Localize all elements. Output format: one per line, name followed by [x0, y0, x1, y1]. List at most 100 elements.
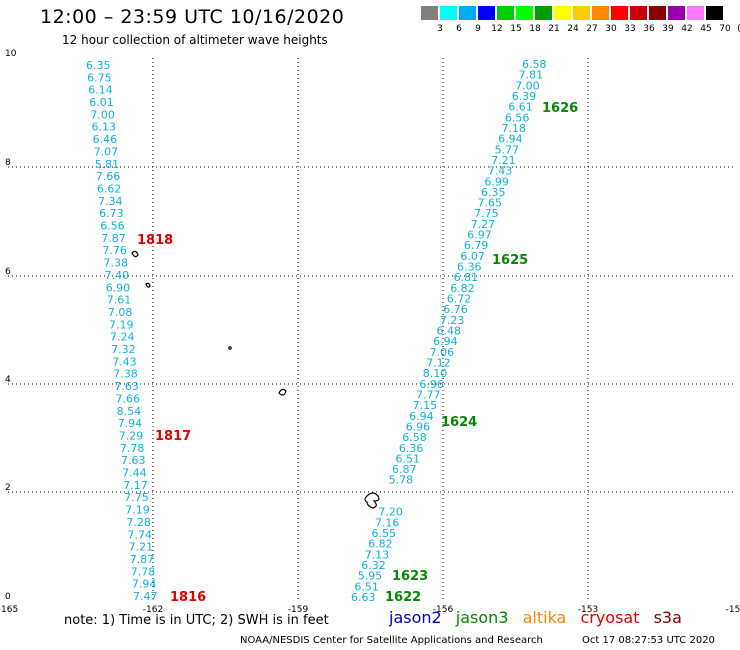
wave-height-value: 7.78 [120, 442, 144, 455]
legend-tick: 27 [586, 24, 598, 34]
legend-swatch [706, 6, 723, 20]
legend-tick: 6 [456, 24, 462, 34]
legend-swatch [687, 6, 704, 20]
legend-tick: 70 [719, 24, 731, 34]
wave-height-value: 7.40 [105, 269, 130, 282]
wave-height-value: 6.36 [399, 442, 424, 455]
wave-height-value: 6.63 [351, 591, 376, 604]
x-tick-label: -15 [726, 605, 740, 615]
wave-height-value: 7.43 [488, 165, 513, 178]
wave-height-value: 6.82 [450, 282, 475, 295]
wave-height-value: 7.15 [413, 399, 438, 412]
wave-height-value: 7.38 [113, 368, 138, 381]
wave-height-value: 7.65 [478, 197, 503, 210]
wave-height-value: 6.51 [396, 452, 421, 465]
wave-height-value: 6.01 [89, 96, 114, 109]
wave-height-value: 7.63 [121, 454, 146, 467]
wave-height-value: 6.61 [508, 101, 533, 114]
wave-height-value: 6.87 [392, 463, 417, 476]
y-tick-label: 0 [5, 592, 11, 602]
wave-height-value: 6.96 [419, 378, 444, 391]
wave-height-value: 6.94 [498, 133, 522, 146]
legend-tick: 42 [681, 24, 693, 34]
wave-height-value: 6.39 [512, 90, 537, 103]
wave-height-value: 7.38 [104, 257, 129, 270]
y-tick-label: 2 [5, 483, 11, 493]
legend-tick: 39 [662, 24, 674, 34]
credit-line: NOAA/NESDIS Center for Satellite Applica… [240, 635, 543, 646]
y-tick-label: 6 [5, 267, 11, 277]
wave-height-value: 7.87 [130, 553, 155, 566]
wave-height-value: 7.75 [124, 491, 149, 504]
wave-height-value: 6.76 [443, 303, 468, 316]
legend-swatch [611, 6, 628, 20]
wave-height-value: 6.55 [372, 527, 397, 540]
wave-height-value: 7.21 [129, 541, 154, 554]
island-outlines [131, 250, 380, 509]
y-tick-label: 10 [5, 49, 17, 59]
legend-tick: 12 [491, 24, 503, 34]
wave-height-value: 7.24 [110, 331, 135, 344]
wave-height-value: 7.16 [375, 516, 400, 529]
left-track-values: 6.356.756.146.017.006.136.467.075.817.66… [86, 59, 158, 603]
wave-height-value: 7.13 [365, 548, 390, 561]
wave-height-value: 6.46 [93, 133, 118, 146]
legend-swatch [459, 6, 476, 20]
wave-height-value: 6.81 [454, 271, 479, 284]
island-outline [278, 388, 287, 396]
wave-height-value: 7.63 [114, 380, 138, 393]
sat-jason3: jason3 [455, 608, 509, 627]
wave-height-value: 6.14 [88, 84, 113, 97]
wave-height-value: 7.08 [108, 306, 132, 319]
wave-height-value: 7.12 [426, 357, 451, 370]
y-tick-label: 8 [5, 158, 11, 168]
x-tick-label: -162 [143, 605, 163, 615]
wave-height-value: 6.48 [437, 325, 462, 338]
wave-height-value: 6.35 [86, 59, 111, 72]
wave-height-value: 7.07 [94, 145, 119, 158]
wave-height-value: 7.23 [440, 314, 465, 327]
legend-swatch [630, 6, 647, 20]
legend-tick: 24 [567, 24, 579, 34]
legend-tick: 15 [510, 24, 522, 34]
wave-height-value: 6.56 [505, 111, 530, 124]
wave-height-value: 7.78 [131, 565, 156, 578]
wave-height-value: 6.94 [433, 335, 458, 348]
wave-height-value: 6.07 [460, 250, 485, 263]
x-tick-label: -153 [578, 605, 598, 615]
legend-swatch [668, 6, 685, 20]
wave-height-value: 7.00 [515, 79, 540, 92]
wave-height-value: 6.35 [481, 186, 506, 199]
island-outline [228, 346, 232, 350]
legend-swatch [440, 6, 457, 20]
island-outline [145, 282, 151, 288]
wave-height-value: 7.21 [491, 154, 516, 167]
map-subtitle: 12 hour collection of altimeter wave hei… [62, 33, 328, 47]
wave-height-value: 6.94 [409, 410, 434, 423]
pass-number-label: 1622 [385, 590, 421, 605]
wave-height-value: 8.54 [117, 405, 142, 418]
wave-height-value: 7.20 [378, 506, 403, 519]
wave-height-value: 7.87 [101, 232, 126, 245]
legend-tick: 45 [700, 24, 712, 34]
legend-swatch [592, 6, 609, 20]
wave-height-value: 8.10 [423, 367, 448, 380]
legend-swatch [554, 6, 571, 20]
wave-height-value: 7.18 [502, 122, 527, 135]
pass-labels: 1626 1625 1624 1623 1622 1818 1817 1816 [137, 101, 578, 605]
generation-timestamp: Oct 17 08:27:53 UTC 2020 [582, 635, 715, 646]
wave-height-value: 7.28 [126, 516, 150, 529]
sat-cryosat: cryosat [580, 608, 640, 627]
wave-height-value: 7.94 [118, 417, 143, 430]
legend-swatch [573, 6, 590, 20]
wave-height-value: 5.78 [389, 474, 414, 487]
wave-height-value: 7.75 [474, 207, 499, 220]
legend-tick: 30 [605, 24, 617, 34]
map-title: 12:00 – 23:59 UTC 10/16/2020 [40, 6, 345, 28]
pass-number-label: 1816 [170, 590, 206, 605]
wave-height-value: 7.76 [102, 244, 127, 257]
pass-number-label: 1623 [392, 569, 428, 584]
x-tick-label: -159 [288, 605, 309, 615]
wave-height-value: 6.32 [361, 559, 386, 572]
y-tick-label: 4 [5, 375, 11, 385]
